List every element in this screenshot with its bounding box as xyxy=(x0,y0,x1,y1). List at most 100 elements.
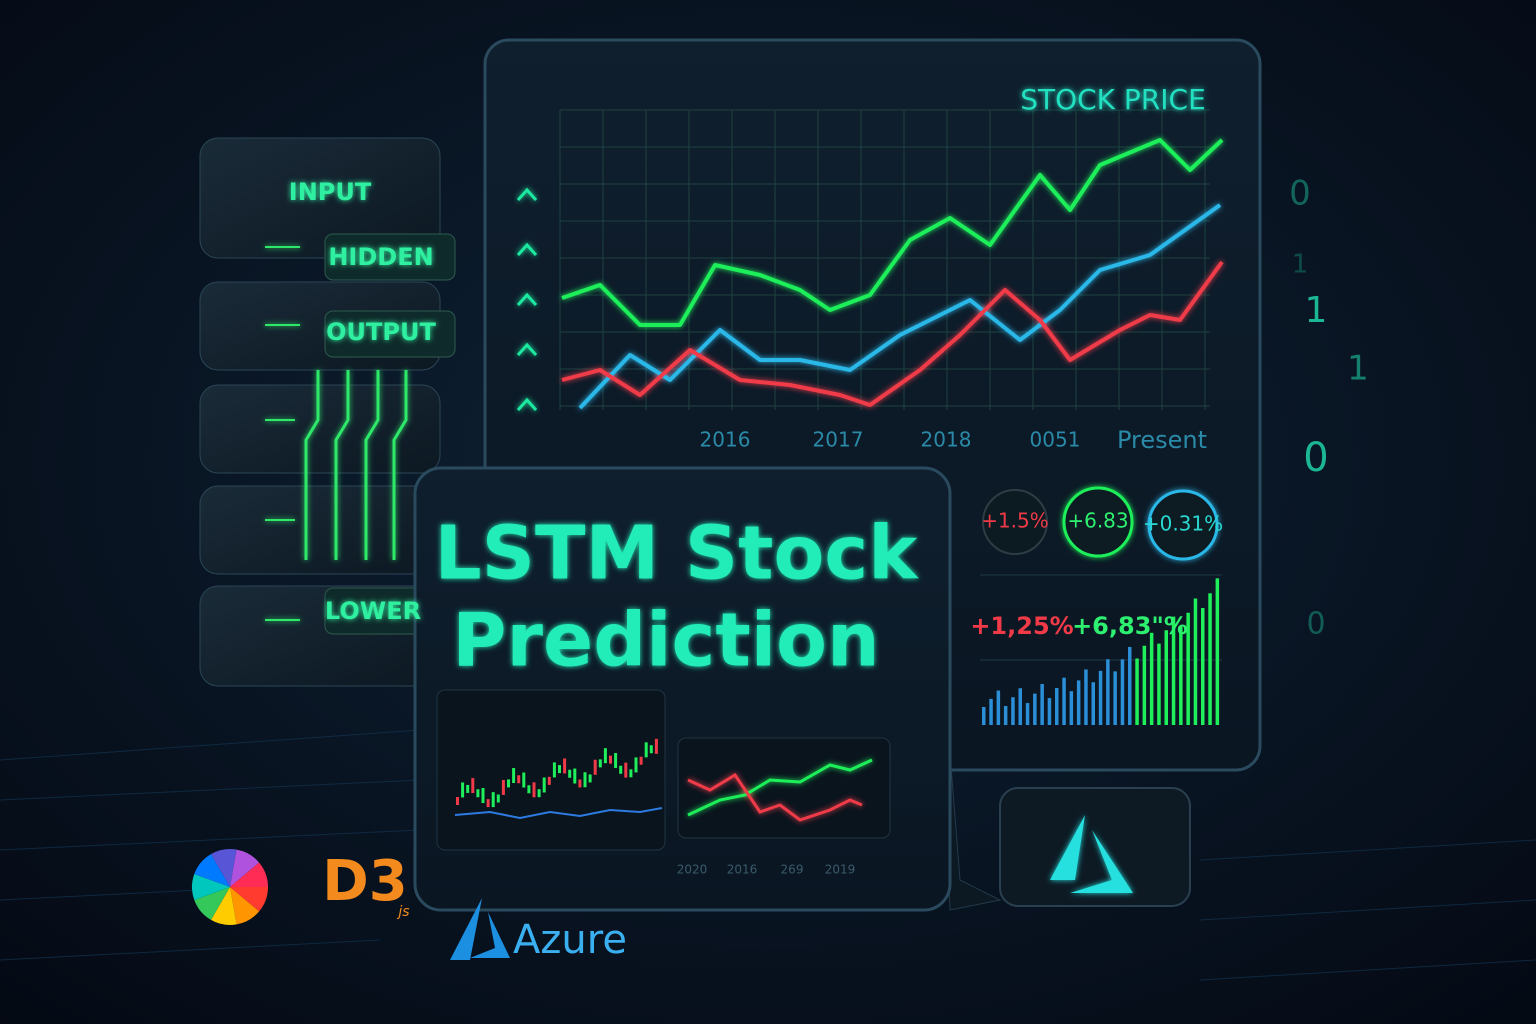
bar xyxy=(1047,698,1052,725)
d3-suffix: js xyxy=(396,904,409,920)
candle xyxy=(634,757,638,773)
badge: +6.83 xyxy=(1067,509,1128,533)
bar xyxy=(1171,616,1176,725)
pie-slice xyxy=(230,887,268,912)
bar xyxy=(1098,670,1103,725)
hero-title: Prediction xyxy=(452,598,879,684)
bar xyxy=(1164,630,1168,725)
bar xyxy=(1084,669,1088,725)
bar xyxy=(1208,593,1212,725)
bar xyxy=(1128,647,1132,725)
layer-label: OUTPUT xyxy=(326,318,436,346)
bar xyxy=(1003,706,1008,725)
pie-slice xyxy=(211,849,237,887)
candle xyxy=(654,738,658,754)
azure-label: Azure xyxy=(513,917,627,963)
binary-digit: 0 xyxy=(1289,174,1311,214)
x-label: 2017 xyxy=(813,428,864,452)
pie-slice xyxy=(230,862,268,887)
candle xyxy=(501,779,505,795)
green-line xyxy=(561,138,1224,327)
x-label: 2016 xyxy=(700,428,751,452)
mini-chart-label: 2020 xyxy=(677,863,708,877)
bar xyxy=(1120,659,1125,725)
candle xyxy=(593,759,597,775)
candle xyxy=(547,776,551,785)
candle xyxy=(583,772,587,788)
x-label: 2018 xyxy=(921,428,972,452)
candle xyxy=(466,784,470,793)
layer-label: INPUT xyxy=(289,178,372,206)
candle xyxy=(578,779,582,788)
bar xyxy=(1135,658,1139,725)
bar xyxy=(1040,683,1044,725)
bar xyxy=(1179,626,1183,725)
candle xyxy=(512,768,516,784)
change-label: +1,25% xyxy=(970,612,1073,640)
bar xyxy=(1055,688,1059,725)
red-line xyxy=(561,260,1224,407)
bar xyxy=(982,707,986,725)
candle xyxy=(588,774,592,783)
d3-logo: D3 xyxy=(322,849,407,914)
bar xyxy=(989,698,993,725)
candle xyxy=(496,794,500,803)
bar xyxy=(1069,691,1074,725)
x-label: Present xyxy=(1117,426,1207,454)
candle xyxy=(522,772,526,788)
candle xyxy=(481,788,485,804)
pie-slice xyxy=(194,887,230,920)
bar xyxy=(1142,645,1147,725)
bar xyxy=(1025,703,1030,725)
binary-digit: 1 xyxy=(1292,250,1309,280)
blue-line xyxy=(578,203,1222,410)
badge: +1.5% xyxy=(981,509,1049,533)
candle xyxy=(507,779,510,788)
candle xyxy=(624,762,628,778)
pie-logo xyxy=(192,849,268,925)
candle xyxy=(644,742,648,758)
bar xyxy=(1076,680,1081,725)
candle xyxy=(537,789,541,798)
hero-panel xyxy=(413,466,1002,912)
candle xyxy=(639,756,643,765)
bar xyxy=(1018,688,1022,725)
bar xyxy=(1215,578,1220,725)
candle xyxy=(614,753,618,769)
change-label: +6,83"% xyxy=(1072,612,1188,640)
bar xyxy=(996,690,1001,725)
candle xyxy=(476,789,480,798)
bar xyxy=(1186,612,1190,725)
floor-lines xyxy=(0,729,1536,981)
bar xyxy=(1149,632,1154,725)
candle xyxy=(649,745,653,754)
pie-slice xyxy=(192,874,230,900)
candle xyxy=(629,769,633,778)
mini-chart-label: 2019 xyxy=(825,863,856,877)
bar xyxy=(1157,643,1161,725)
candle xyxy=(527,785,531,794)
binary-digit: 0 xyxy=(1306,607,1325,642)
binary-digit: 1 xyxy=(1347,349,1369,389)
candle xyxy=(558,765,561,774)
binary-digit: 1 xyxy=(1305,290,1328,331)
bar xyxy=(1011,697,1015,725)
network-stack xyxy=(199,137,456,687)
bar xyxy=(1091,682,1095,725)
candle xyxy=(573,768,577,784)
mini-chart-label: 269 xyxy=(781,863,804,877)
candle xyxy=(619,765,623,774)
binary-digit: 0 xyxy=(1303,435,1328,481)
azure-tile xyxy=(999,787,1191,907)
bar xyxy=(1033,693,1037,725)
caret-icons xyxy=(516,187,538,412)
pie-slice xyxy=(194,854,230,887)
candle xyxy=(603,748,607,764)
x-label: 0051 xyxy=(1030,428,1081,452)
candle xyxy=(598,759,602,768)
layer-label: HIDDEN xyxy=(328,243,433,271)
badge: +0.31% xyxy=(1143,512,1223,536)
candle xyxy=(568,769,572,778)
hero-title: LSTM Stock xyxy=(435,511,920,597)
